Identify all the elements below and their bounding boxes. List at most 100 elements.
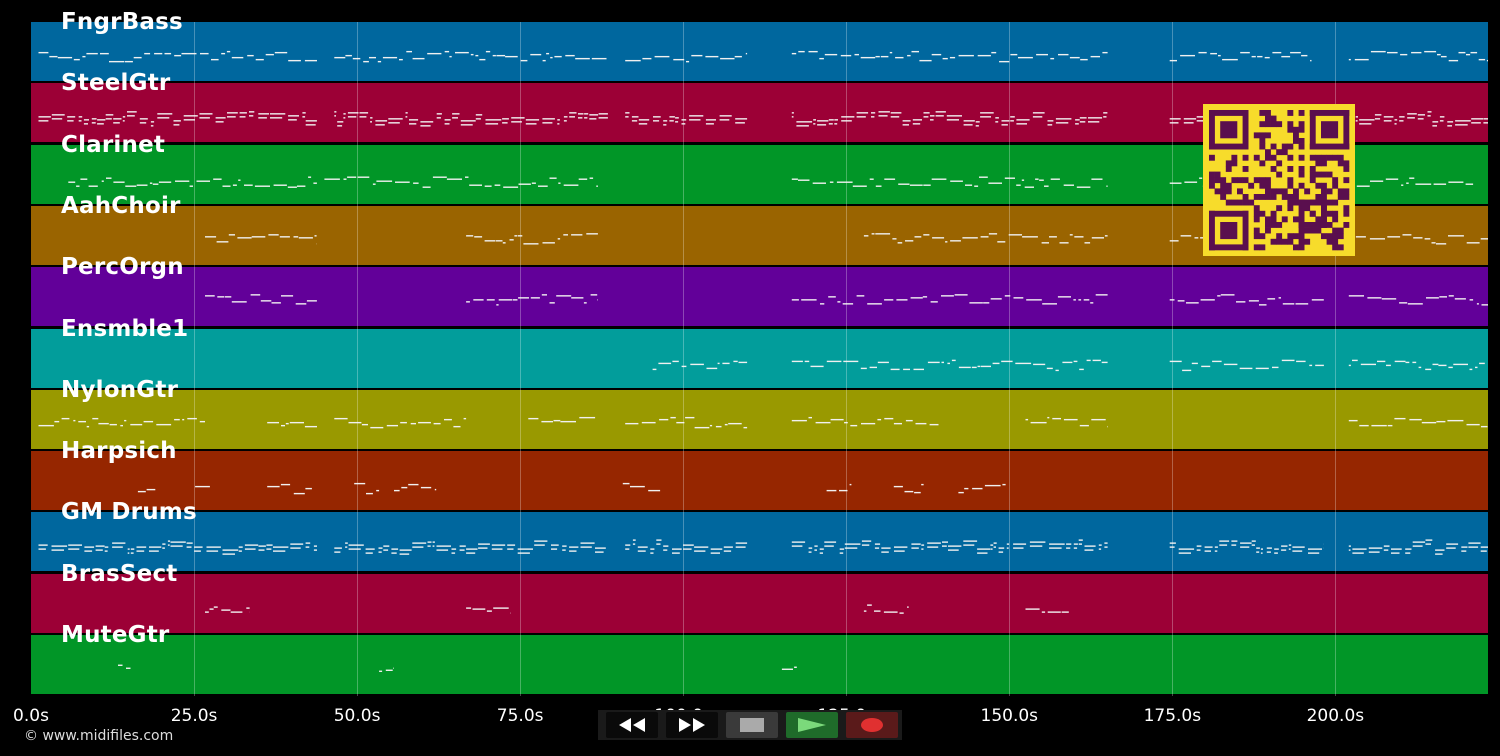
- fast-forward-button[interactable]: [666, 712, 718, 738]
- note: [907, 606, 909, 608]
- note: [975, 125, 979, 127]
- note: [127, 111, 137, 113]
- note: [88, 185, 98, 187]
- note: [484, 185, 492, 187]
- note: [1025, 418, 1029, 421]
- note: [663, 124, 667, 126]
- note: [1272, 51, 1282, 54]
- note: [1448, 59, 1459, 62]
- note: [1018, 56, 1033, 59]
- note: [1169, 122, 1179, 124]
- play-button[interactable]: [786, 712, 838, 738]
- note: [676, 421, 685, 424]
- note: [475, 118, 481, 120]
- note: [921, 484, 924, 486]
- note: [399, 58, 403, 61]
- note: [808, 416, 812, 419]
- note: [569, 550, 577, 553]
- note: [511, 117, 525, 119]
- note: [38, 120, 49, 122]
- note: [1006, 543, 1010, 546]
- note: [1041, 242, 1049, 244]
- note: [1033, 363, 1046, 365]
- note: [673, 58, 685, 61]
- note: [1032, 112, 1045, 114]
- note: [1075, 123, 1079, 125]
- note: [133, 56, 142, 59]
- note: [1436, 420, 1446, 423]
- rewind-button[interactable]: [606, 712, 658, 738]
- note: [579, 416, 596, 419]
- note: [1374, 114, 1382, 116]
- note: [1259, 304, 1267, 306]
- note: [376, 180, 393, 182]
- stop-button[interactable]: [726, 712, 778, 738]
- note: [977, 54, 991, 57]
- note: [1180, 235, 1192, 237]
- note: [156, 423, 172, 426]
- note: [199, 113, 213, 115]
- note: [244, 548, 256, 551]
- note: [491, 548, 503, 551]
- note: [1465, 183, 1474, 185]
- note: [1400, 53, 1408, 56]
- note: [432, 541, 435, 544]
- note: [466, 548, 478, 551]
- note: [1169, 542, 1176, 545]
- note: [1278, 297, 1281, 299]
- note: [1469, 368, 1473, 370]
- note: [486, 610, 492, 612]
- note: [144, 52, 151, 55]
- note: [598, 117, 608, 119]
- note: [1425, 539, 1433, 542]
- note: [991, 51, 997, 54]
- note: [345, 546, 348, 549]
- note: [1387, 51, 1398, 54]
- note: [1377, 360, 1386, 362]
- note: [734, 55, 742, 58]
- note: [1471, 118, 1484, 120]
- note: [1288, 544, 1292, 547]
- note: [68, 181, 76, 183]
- note: [359, 116, 367, 118]
- note: [1481, 425, 1488, 428]
- note: [1359, 123, 1372, 125]
- note: [798, 179, 810, 181]
- note: [863, 610, 867, 612]
- note: [875, 55, 880, 58]
- note: [1183, 122, 1194, 124]
- note: [963, 124, 973, 126]
- note: [405, 112, 408, 114]
- note: [1360, 363, 1376, 365]
- note: [801, 299, 817, 301]
- note: [1295, 303, 1309, 305]
- note: [1210, 52, 1217, 55]
- note: [186, 546, 192, 549]
- note: [927, 546, 939, 549]
- note: [1084, 549, 1094, 552]
- note-pattern: [205, 233, 1488, 245]
- note: [1446, 543, 1459, 546]
- note: [334, 551, 341, 554]
- note: [1055, 122, 1069, 124]
- note: [875, 185, 882, 187]
- note: [1066, 543, 1072, 546]
- note: [281, 424, 285, 427]
- note: [563, 184, 579, 186]
- record-button[interactable]: [846, 712, 898, 738]
- note: [1406, 182, 1409, 184]
- track-label: BrasSect: [61, 560, 178, 587]
- note: [1212, 360, 1222, 362]
- note: [850, 424, 858, 427]
- note: [1240, 546, 1250, 549]
- note: [884, 178, 896, 180]
- note: [1394, 123, 1397, 125]
- note: [412, 57, 425, 60]
- note: [921, 548, 924, 551]
- note: [51, 545, 68, 548]
- note: [1257, 55, 1263, 58]
- note: [632, 543, 636, 546]
- note: [343, 113, 346, 115]
- note: [1407, 113, 1417, 115]
- note: [1435, 553, 1443, 556]
